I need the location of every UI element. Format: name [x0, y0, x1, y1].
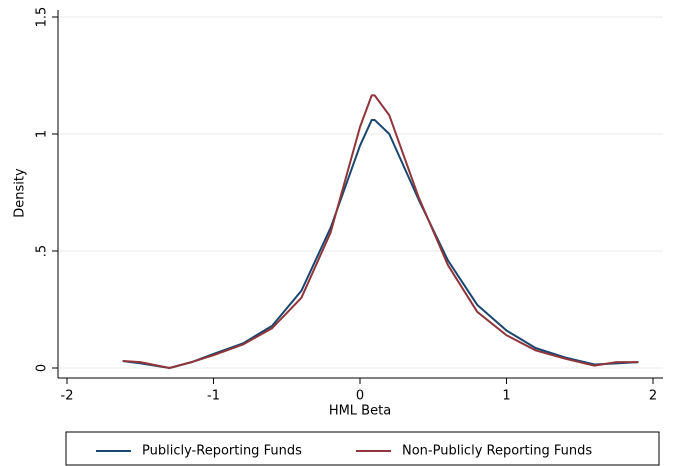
x-tick-label: 2	[649, 389, 657, 404]
y-tick-label: 1	[35, 130, 50, 138]
density-line	[122, 94, 639, 369]
x-tick-label: 1	[502, 389, 510, 404]
legend-label: Non-Publicly Reporting Funds	[402, 444, 592, 459]
y-axis-label: Density	[13, 168, 28, 218]
x-tick-label: 0	[356, 389, 364, 404]
legend	[65, 431, 660, 466]
x-tick-label: -2	[61, 389, 74, 404]
legend-label: Publicly-Reporting Funds	[142, 444, 302, 459]
y-tick-label: 0	[35, 364, 50, 372]
x-tick-label: -1	[207, 389, 220, 404]
y-tick-label: .5	[35, 245, 50, 257]
x-axis-label: HML Beta	[329, 404, 391, 419]
y-tick-label: 1.5	[35, 7, 50, 28]
